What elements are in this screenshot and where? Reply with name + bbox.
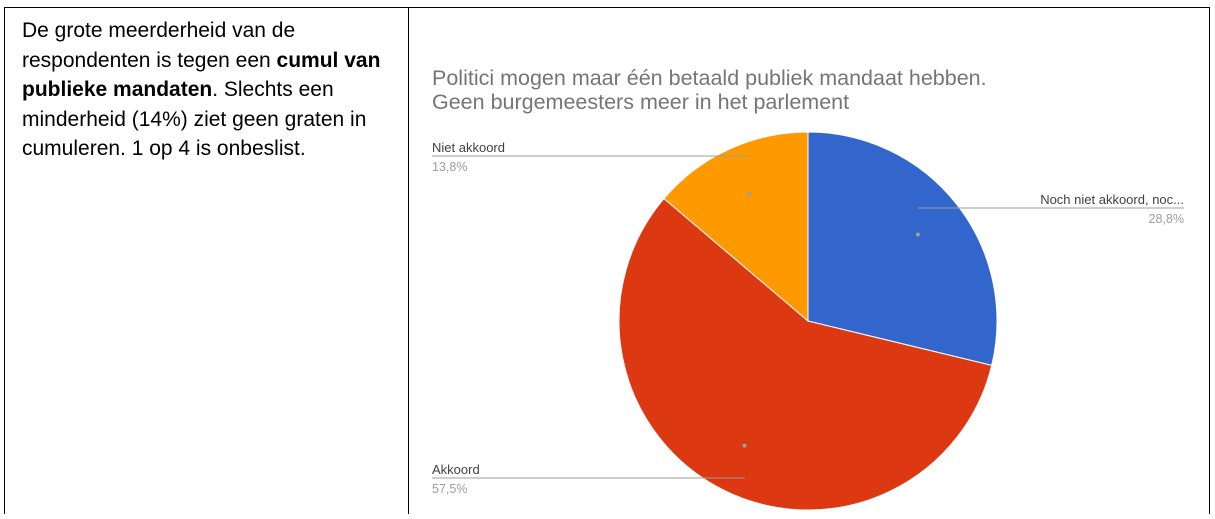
pie-chart: Politici mogen maar één betaald publiek … <box>432 66 1184 511</box>
description-text: De grote meerderheid van de respondenten… <box>22 16 394 164</box>
pie-label-dot-2 <box>742 443 747 448</box>
table-border-left <box>4 7 5 514</box>
pie-slice-3 <box>663 131 809 323</box>
pie-label-name-2: Akkoord <box>432 462 480 477</box>
pie-label-name-3: Niet akkoord <box>432 140 505 155</box>
pie-label-name-1: Noch niet akkoord, noc... <box>1040 192 1184 207</box>
pie-label-value-3: 13,8% <box>432 160 467 174</box>
chart-title: Politici mogen maar één betaald publiek … <box>432 66 987 90</box>
chart-cell: Politici mogen maar één betaald publiek … <box>409 8 1209 514</box>
description-part-2: . Slechts een minderheid (14%) ziet geen… <box>22 78 367 160</box>
pie-slice-2 <box>618 197 993 511</box>
pie-slice-1 <box>807 131 998 366</box>
table-border-right <box>1209 7 1210 514</box>
pie-labels: Noch niet akkoord, noc... 28,8% Akkoord 57,… <box>432 140 1184 496</box>
chart-subtitle: Geen burgemeesters meer in het parlement <box>432 90 849 114</box>
pie-label-dot-3 <box>747 192 752 197</box>
description-part-1: De grote meerderheid van de respondenten… <box>22 19 296 72</box>
description-bold: cumul van publieke mandaten <box>22 48 381 102</box>
pie-slices <box>618 131 998 511</box>
pie-label-dot-1 <box>915 232 920 237</box>
table-border-middle <box>408 7 409 514</box>
pie-label-value-2: 57,5% <box>432 482 467 496</box>
table-border-top <box>4 7 1210 8</box>
pie-label-value-1: 28,8% <box>1149 212 1184 226</box>
